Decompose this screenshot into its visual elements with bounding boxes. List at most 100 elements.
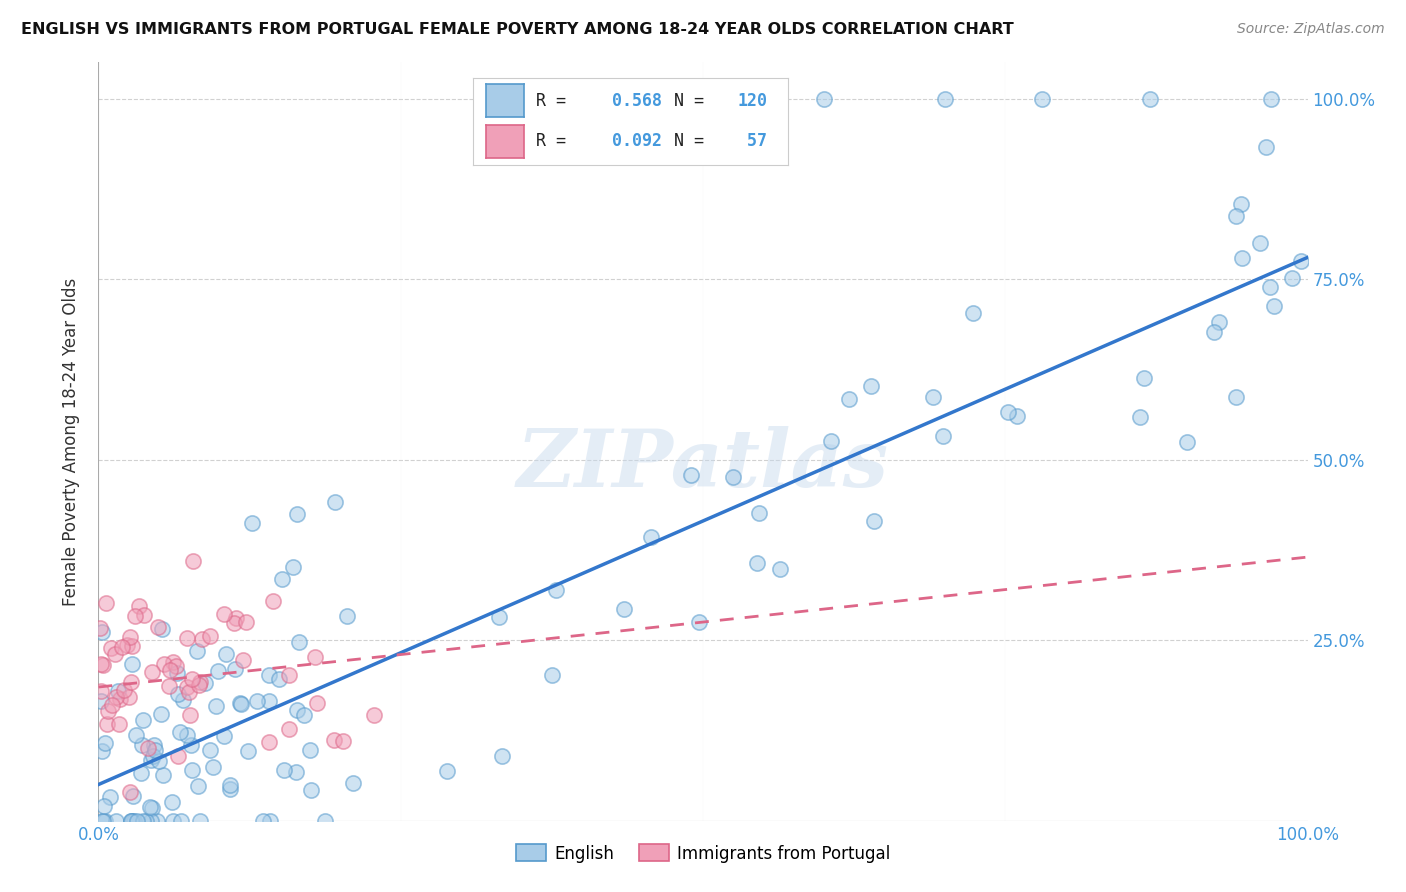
Point xyxy=(1129,410,1152,425)
Point xyxy=(267,672,290,686)
Point xyxy=(1289,254,1312,268)
Point xyxy=(136,740,159,755)
Point xyxy=(181,672,204,686)
Point xyxy=(1230,197,1253,211)
Point xyxy=(1230,251,1253,265)
Point xyxy=(198,743,221,757)
Point xyxy=(229,697,252,711)
Point xyxy=(157,680,180,694)
Point xyxy=(273,764,295,778)
Point xyxy=(91,744,114,758)
Text: Source: ZipAtlas.com: Source: ZipAtlas.com xyxy=(1237,22,1385,37)
Point xyxy=(159,663,181,677)
Point xyxy=(323,733,346,747)
Point xyxy=(128,599,150,614)
Point xyxy=(1139,91,1161,105)
Point xyxy=(323,495,346,509)
Point xyxy=(721,470,744,484)
Point xyxy=(304,650,326,665)
Point xyxy=(1258,279,1281,293)
Point xyxy=(90,657,112,672)
Point xyxy=(287,507,309,521)
Point xyxy=(97,704,120,718)
Point xyxy=(640,530,662,544)
Point xyxy=(201,760,224,774)
Point xyxy=(342,776,364,790)
Point xyxy=(1254,140,1277,154)
Point xyxy=(281,560,304,574)
Point xyxy=(120,814,142,828)
Point xyxy=(235,615,257,629)
Point xyxy=(122,789,145,803)
Point xyxy=(179,708,201,723)
Point xyxy=(262,594,284,608)
Point xyxy=(716,91,738,105)
Point xyxy=(277,722,299,736)
Point xyxy=(688,615,710,629)
Point xyxy=(162,814,184,828)
Point xyxy=(1225,391,1247,405)
Point xyxy=(1260,91,1282,105)
Point xyxy=(121,814,143,828)
Point xyxy=(107,684,129,698)
Point xyxy=(152,657,174,671)
Point xyxy=(148,754,170,768)
Point xyxy=(183,554,205,568)
Point xyxy=(679,468,702,483)
Point xyxy=(215,647,238,661)
Point xyxy=(191,632,214,646)
Point xyxy=(139,814,162,828)
Point xyxy=(332,734,354,748)
Point xyxy=(150,623,173,637)
Point xyxy=(141,754,163,768)
Point xyxy=(132,814,155,828)
Point xyxy=(146,620,169,634)
Point xyxy=(143,743,166,757)
Point xyxy=(769,562,792,576)
Point xyxy=(1202,326,1225,340)
Point xyxy=(124,609,146,624)
Point xyxy=(91,814,114,828)
Point xyxy=(118,630,141,644)
Point xyxy=(146,814,169,828)
Point xyxy=(1005,409,1028,424)
Point xyxy=(162,655,184,669)
Point xyxy=(181,763,204,777)
Legend: English, Immigrants from Portugal: English, Immigrants from Portugal xyxy=(509,838,897,869)
Point xyxy=(120,675,142,690)
Point xyxy=(186,644,208,658)
Point xyxy=(205,699,228,714)
Point xyxy=(108,692,131,706)
Point xyxy=(167,687,190,701)
Point xyxy=(94,814,117,828)
Point xyxy=(491,749,513,764)
Point xyxy=(314,814,336,828)
Point xyxy=(277,668,299,682)
Point xyxy=(613,601,636,615)
Point xyxy=(307,696,329,710)
Point xyxy=(257,694,280,708)
Point xyxy=(105,814,128,828)
Point xyxy=(166,666,188,681)
Point xyxy=(180,738,202,752)
Point xyxy=(101,698,124,713)
Point xyxy=(121,639,143,653)
Point xyxy=(748,506,770,520)
Point xyxy=(127,814,149,828)
Point xyxy=(93,799,115,814)
Point xyxy=(301,783,323,797)
Point xyxy=(257,735,280,749)
Point xyxy=(287,635,309,649)
Point xyxy=(165,659,187,673)
Point xyxy=(170,814,193,828)
Point xyxy=(820,434,842,449)
Point xyxy=(238,744,260,758)
Point xyxy=(336,609,359,624)
Point xyxy=(188,675,211,690)
Point xyxy=(436,764,458,778)
Point xyxy=(997,405,1019,419)
Point xyxy=(922,390,945,404)
Point xyxy=(100,790,122,805)
Point xyxy=(121,657,143,672)
Point xyxy=(1281,271,1303,285)
